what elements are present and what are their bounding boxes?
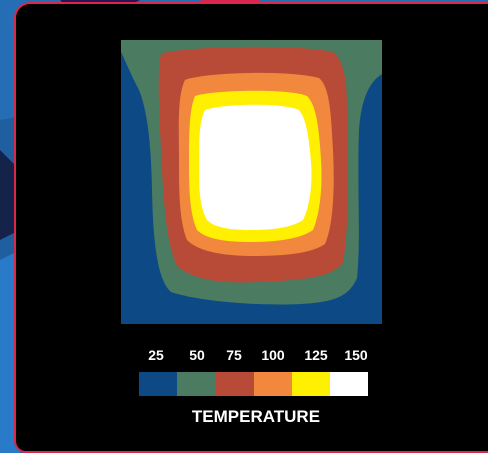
temperature-contour-plot: [121, 40, 382, 324]
colorbar-swatch-125: [291, 372, 330, 396]
colorbar-tick-label: 50: [189, 347, 205, 363]
colorbar-swatch-75: [215, 372, 254, 396]
colorbar-tick-label: 75: [226, 347, 242, 363]
colorbar-swatch-50: [177, 372, 216, 396]
colorbar-tick-label: 25: [148, 347, 164, 363]
colorbar-swatch-25: [139, 372, 178, 396]
colorbar-swatch-100: [253, 372, 292, 396]
colorbar-swatch-150: [329, 372, 369, 396]
colorbar-title: TEMPERATURE: [191, 407, 321, 426]
colorbar: [139, 372, 369, 396]
colorbar-tick-label: 150: [344, 347, 368, 363]
colorbar-tick-label: 125: [304, 347, 328, 363]
colorbar-ticks: 25 50 75 100 125 150: [134, 346, 372, 366]
contour-band-150: [199, 104, 312, 230]
colorbar-tick-label: 100: [261, 347, 285, 363]
